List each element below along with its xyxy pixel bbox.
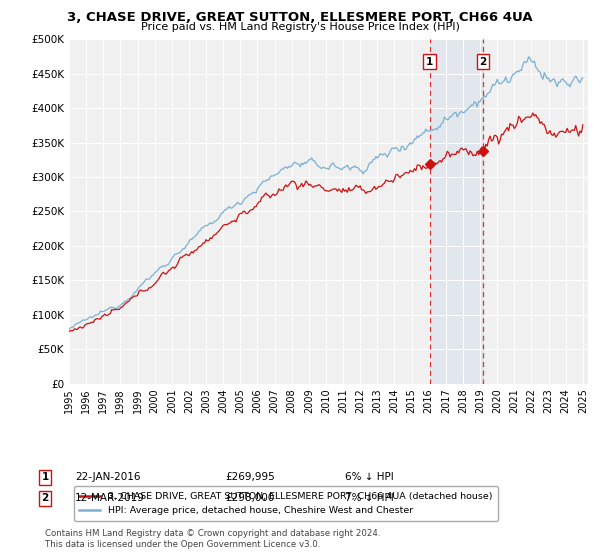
Bar	[430, 39, 483, 384]
Text: 1: 1	[41, 472, 49, 482]
Legend: 3, CHASE DRIVE, GREAT SUTTON, ELLESMERE PORT, CH66 4UA (detached house), HPI: Av: 3, CHASE DRIVE, GREAT SUTTON, ELLESMERE …	[74, 487, 498, 521]
Text: 2: 2	[41, 493, 49, 503]
Text: Contains HM Land Registry data © Crown copyright and database right 2024.
This d: Contains HM Land Registry data © Crown c…	[45, 529, 380, 549]
Text: 3, CHASE DRIVE, GREAT SUTTON, ELLESMERE PORT, CH66 4UA: 3, CHASE DRIVE, GREAT SUTTON, ELLESMERE …	[67, 11, 533, 24]
Text: 22-JAN-2016: 22-JAN-2016	[75, 472, 140, 482]
Text: 12-MAR-2019: 12-MAR-2019	[75, 493, 145, 503]
Text: 2: 2	[479, 57, 487, 67]
Text: £269,995: £269,995	[225, 472, 275, 482]
Text: Price paid vs. HM Land Registry's House Price Index (HPI): Price paid vs. HM Land Registry's House …	[140, 22, 460, 32]
Text: 7% ↓ HPI: 7% ↓ HPI	[345, 493, 394, 503]
Text: 1: 1	[426, 57, 433, 67]
Text: 6% ↓ HPI: 6% ↓ HPI	[345, 472, 394, 482]
Text: £298,000: £298,000	[225, 493, 274, 503]
